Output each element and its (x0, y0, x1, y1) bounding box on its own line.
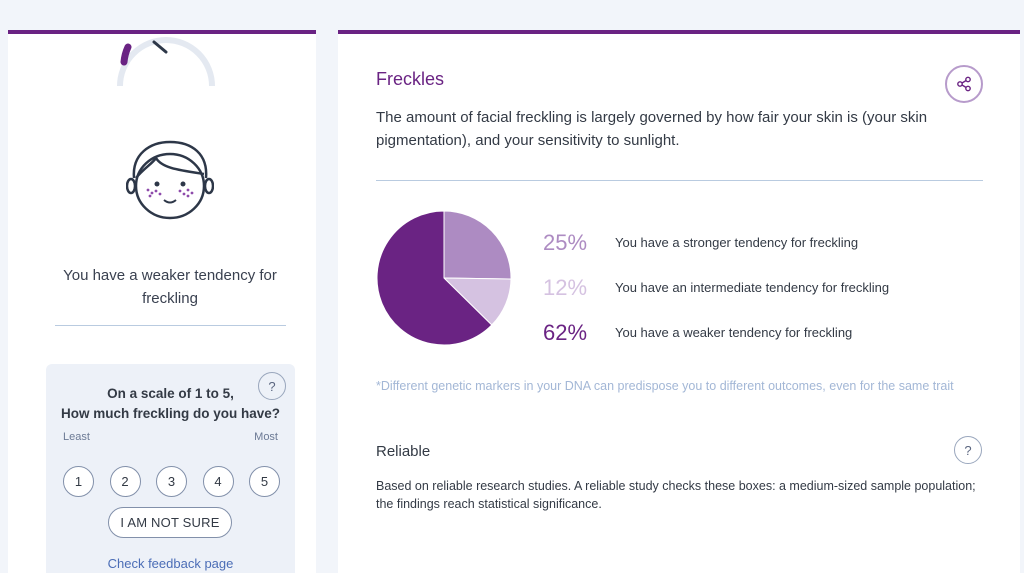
rating-question: On a scale of 1 to 5, How much freckling… (56, 384, 285, 424)
pie-slice-weaker (376, 210, 493, 346)
rating-question-line1: On a scale of 1 to 5, (107, 386, 234, 401)
legend-label-intermediate: You have an intermediate tendency for fr… (615, 280, 890, 295)
reliability-title: Reliable (376, 443, 431, 460)
rating-option-5[interactable]: 5 (249, 466, 280, 497)
result-card: You have a weaker tendency for freckling… (8, 30, 316, 573)
legend-label-stronger: You have a stronger tendency for freckli… (615, 235, 859, 250)
legend-row-intermediate: 12% You have an intermediate tendency fo… (543, 265, 983, 310)
freckled-face-icon (126, 140, 214, 220)
legend-label-weaker: You have a weaker tendency for freckling (615, 325, 853, 340)
genetic-footnote: *Different genetic markers in your DNA c… (376, 379, 954, 393)
rating-option-1[interactable]: 1 (63, 466, 94, 497)
pie-slice-stronger (443, 210, 512, 280)
divider (55, 325, 286, 326)
reliability-help-button[interactable]: ? (954, 436, 982, 464)
rating-option-3[interactable]: 3 (156, 466, 187, 497)
legend-row-weaker: 62% You have a weaker tendency for freck… (543, 310, 983, 355)
legend-percent-stronger: 25% (543, 229, 588, 255)
result-pie-chart (376, 210, 512, 346)
rating-help-button[interactable]: ? (258, 372, 286, 400)
trait-description: The amount of facial freckling is largel… (376, 109, 928, 149)
share-button[interactable] (945, 65, 983, 103)
rating-options: 1 2 3 4 5 (63, 466, 280, 497)
share-icon (957, 76, 971, 92)
gauge-icon (117, 37, 215, 86)
legend-row-stronger: 25% You have a stronger tendency for fre… (543, 220, 983, 265)
result-text: You have a weaker tendency for freckling (63, 267, 277, 307)
trait-title: Freckles (376, 69, 445, 89)
legend-percent-weaker: 62% (543, 319, 588, 345)
result-legend: 25% You have a stronger tendency for fre… (543, 220, 983, 355)
not-sure-button[interactable]: I AM NOT SURE (108, 507, 232, 538)
scale-least-label: Least (63, 431, 90, 443)
scale-most-label: Most (254, 431, 278, 443)
reliability-description: Based on reliable research studies. A re… (376, 479, 976, 511)
rating-option-4[interactable]: 4 (202, 466, 234, 497)
rating-option-2[interactable]: 2 (109, 466, 141, 497)
trait-detail-card: Freckles The amount of facial freckling … (338, 30, 1020, 573)
feedback-link[interactable]: Check feedback page (107, 556, 234, 571)
legend-percent-intermediate: 12% (543, 274, 588, 300)
self-rating-box: On a scale of 1 to 5, How much freckling… (46, 364, 295, 573)
rating-question-line2: How much freckling do you have? (60, 406, 281, 421)
divider (376, 180, 983, 181)
